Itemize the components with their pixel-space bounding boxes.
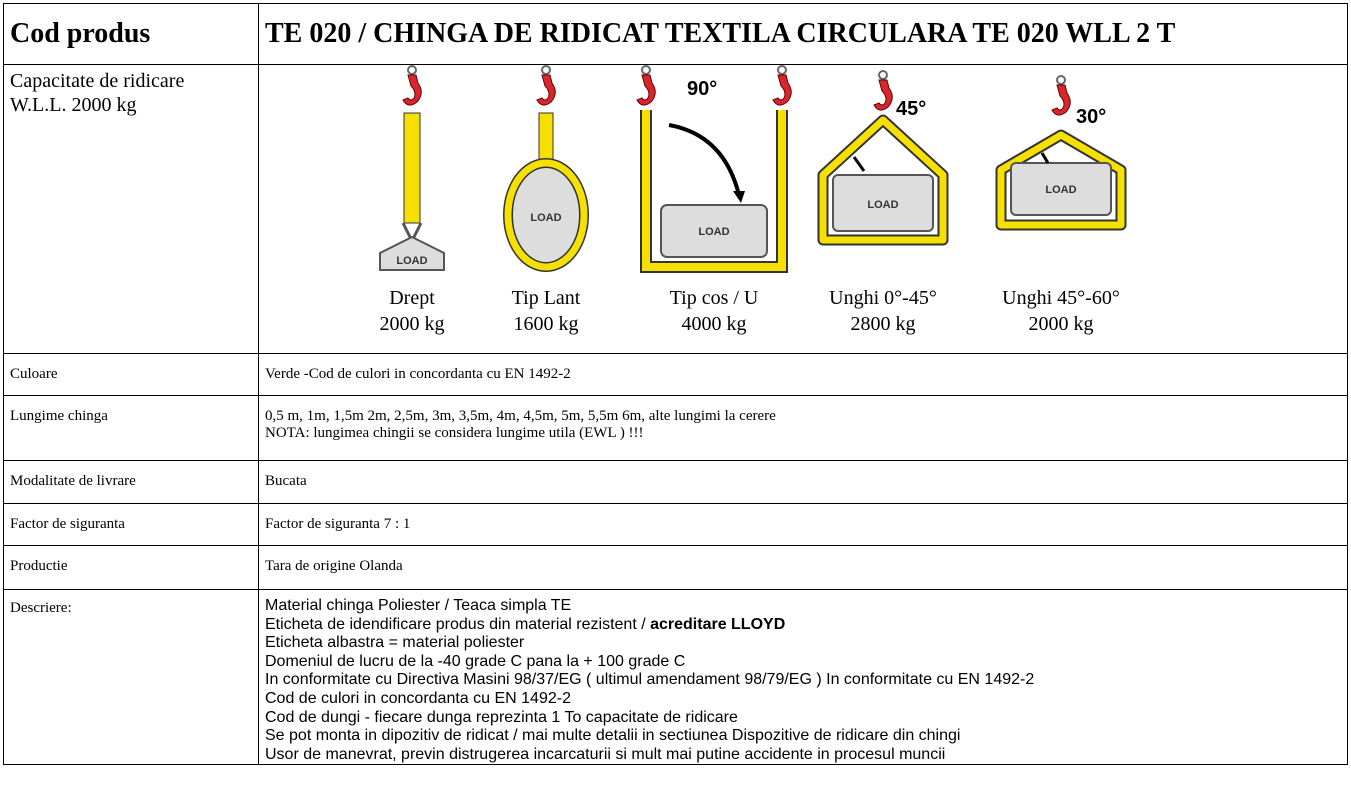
illustration: LOAD 30° xyxy=(995,75,1127,231)
config-name: Tip Lant xyxy=(511,287,581,309)
config-load: 2000 kg xyxy=(379,313,445,335)
illustration: LOAD xyxy=(503,65,589,272)
description-line: Cod de dungi - fiecare dunga reprezinta … xyxy=(265,708,738,726)
angle: 30° xyxy=(1076,106,1106,128)
row-value: Tara de origine Olanda xyxy=(258,545,1348,590)
config-name: Unghi 0°-45° xyxy=(829,287,937,309)
config-name: Drept xyxy=(389,287,435,309)
description-line: Eticheta albastra = material poliester xyxy=(265,634,525,652)
value-line: 0,5 m, 1m, 1,5m 2m, 2,5m, 3m, 3,5m, 4m, … xyxy=(265,408,776,424)
row-value: Factor de siguranta 7 : 1 xyxy=(258,503,1348,546)
config-load: 2000 kg xyxy=(1028,313,1094,335)
config-load: 4000 kg xyxy=(681,313,747,335)
load-text: LOAD xyxy=(396,255,427,267)
info-row: Culoare Verde -Cod de culori in concordan… xyxy=(3,353,1348,396)
load-text: LOAD xyxy=(698,226,729,238)
header-row: Cod produs TE 020 / CHINGA DE RIDICAT TE… xyxy=(3,3,1348,65)
config: LOAD 30° Unghi 45°-60° 2000 kg xyxy=(976,65,1146,337)
description-row: Descriere: Material chinga Poliester / Te… xyxy=(3,588,1348,766)
angle: 90° xyxy=(687,78,717,100)
header-label: Cod produs xyxy=(3,3,259,65)
info-row: Lungime chinga 0,5 m, 1m, 1,5m 2m, 2,5m, … xyxy=(3,395,1348,461)
row-value: Verde -Cod de culori in concordanta cu E… xyxy=(258,353,1348,396)
value-line: Bucata xyxy=(265,473,307,489)
capacity-label: Capacitate de ridicare W.L.L. 2000 kg xyxy=(3,64,259,354)
info-row: Productie Tara de origine Olanda xyxy=(3,545,1348,590)
description-line: In conformitate cu Directiva Masini 98/3… xyxy=(265,671,1035,689)
row-label: Productie xyxy=(3,545,259,590)
product-table: Cod produs TE 020 / CHINGA DE RIDICAT TE… xyxy=(3,3,1348,766)
value-line: NOTA: lungimea chingii se considera lung… xyxy=(265,425,644,441)
value-line: Factor de siguranta 7 : 1 xyxy=(265,516,411,532)
value-line: Tara de origine Olanda xyxy=(265,558,403,574)
illustration: LOAD 45° xyxy=(817,70,949,246)
description-line: Eticheta de idendificare produs din mate… xyxy=(265,616,1341,635)
row-label: Lungime chinga xyxy=(3,395,259,461)
description-line: Cod de culori in concordanta cu EN 1492-… xyxy=(265,689,571,707)
value-line: Verde -Cod de culori in concordanta cu E… xyxy=(265,366,571,382)
capacity-row: Capacitate de ridicare W.L.L. 2000 kg LOA… xyxy=(3,64,1348,354)
row-label: Descriere: xyxy=(3,588,259,766)
description-line: Usor de manevrat, previn distrugerea inc… xyxy=(265,745,946,763)
info-row: Modalitate de livrare Bucata xyxy=(3,460,1348,504)
row-value: Bucata xyxy=(258,460,1348,504)
bold-text: acreditare LLOYD xyxy=(650,615,786,633)
label-line: Capacitate de ridicare xyxy=(10,70,185,92)
description: Material chinga Poliester / Teaca simpla… xyxy=(258,588,1348,766)
text: Eticheta de idendificare produs din mate… xyxy=(265,615,651,633)
config: LOAD 90° Tip cos / U 4000 kg xyxy=(629,65,799,337)
header-title: TE 020 / CHINGA DE RIDICAT TEXTILA CIRCU… xyxy=(258,3,1348,65)
row-label: Factor de siguranta xyxy=(3,503,259,546)
load-text: LOAD xyxy=(867,199,898,211)
description-line: Domeniul de lucru de la -40 grade C pana… xyxy=(265,652,686,670)
label-line: W.L.L. 2000 kg xyxy=(10,94,137,116)
config-load: 1600 kg xyxy=(513,313,579,335)
configs: LOAD Drept 2000 kg LOAD Tip Lant 1600 kg xyxy=(259,65,1347,349)
load-text: LOAD xyxy=(1045,184,1076,196)
info-row: Factor de siguranta Factor de siguranta 7… xyxy=(3,503,1348,546)
row-label: Modalitate de livrare xyxy=(3,460,259,504)
row-label: Culoare xyxy=(3,353,259,396)
angle: 45° xyxy=(896,98,926,120)
illustration: LOAD 90° xyxy=(636,65,793,273)
description-line: Material chinga Poliester / Teaca simpla… xyxy=(265,597,572,614)
row-value: 0,5 m, 1m, 1,5m 2m, 2,5m, 3m, 3,5m, 4m, … xyxy=(258,395,1348,461)
load-text: LOAD xyxy=(530,212,561,224)
config: LOAD Drept 2000 kg xyxy=(327,65,497,337)
description-line: Se pot monta in dipozitiv de ridicat / m… xyxy=(265,727,961,745)
config-load: 2800 kg xyxy=(850,313,916,335)
config-name: Tip cos / U xyxy=(669,287,759,309)
config-name: Unghi 45°-60° xyxy=(1002,287,1120,309)
config: LOAD 45° Unghi 0°-45° 2800 kg xyxy=(798,65,968,337)
config: LOAD Tip Lant 1600 kg xyxy=(461,65,631,337)
illustration: LOAD xyxy=(379,65,445,271)
